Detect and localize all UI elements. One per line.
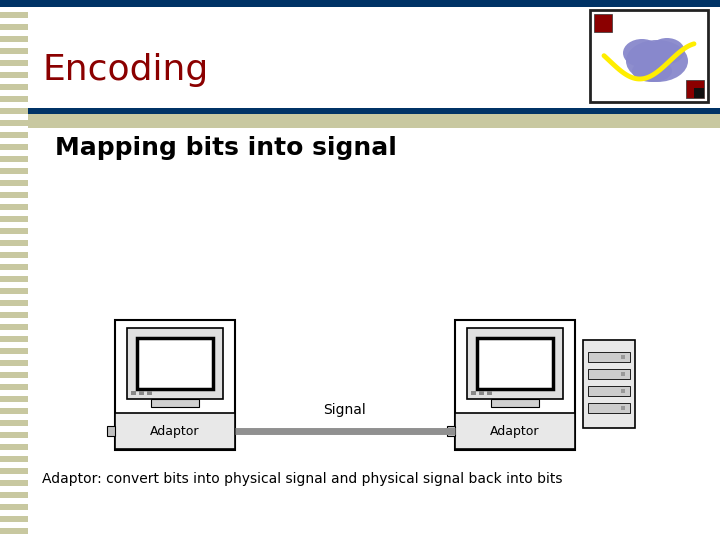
Bar (0, 420, 28, 426)
Bar (594, 14, 612, 32)
Bar (0, 48, 28, 54)
Text: Signal: Signal (323, 403, 366, 417)
Bar (0, 216, 28, 222)
Text: Encoding: Encoding (42, 53, 208, 87)
Bar (0, 288, 28, 294)
Bar (455, 320, 575, 450)
Bar (0, 60, 28, 66)
Bar (0, 36, 28, 42)
Bar (686, 80, 704, 98)
Bar (0, 516, 28, 522)
Bar (0, 96, 28, 102)
Bar (0, 240, 28, 246)
Bar (0, 12, 28, 18)
Bar (0, 156, 28, 162)
Text: Adaptor: Adaptor (490, 424, 540, 437)
Bar (621, 406, 625, 410)
Bar (0, 252, 28, 258)
Bar (0, 396, 28, 402)
Bar (0, 144, 28, 150)
Bar (694, 88, 704, 98)
Bar (151, 399, 199, 407)
Bar (0, 444, 28, 450)
Bar (0, 312, 28, 318)
Bar (590, 10, 708, 102)
Bar (0, 384, 28, 390)
Bar (0, 372, 28, 378)
Bar (621, 355, 625, 359)
Bar (467, 328, 563, 399)
Bar (28, 114, 720, 128)
Bar (0, 192, 28, 198)
Bar (471, 391, 476, 395)
Bar (137, 338, 213, 389)
Bar (479, 391, 484, 395)
Text: Adaptor: convert bits into physical signal and physical signal back into bits: Adaptor: convert bits into physical sign… (42, 472, 562, 486)
Bar (0, 276, 28, 282)
Bar (0, 336, 28, 342)
Bar (28, 108, 720, 114)
Bar (491, 399, 539, 407)
Bar (115, 320, 235, 450)
Bar (0, 72, 28, 78)
Bar (139, 391, 144, 395)
Bar (0, 0, 720, 7)
Bar (0, 264, 28, 270)
Bar (588, 352, 630, 362)
Bar (0, 468, 28, 474)
Bar (127, 328, 223, 399)
Bar (0, 528, 28, 534)
Text: Mapping bits into signal: Mapping bits into signal (55, 136, 397, 160)
Bar (0, 348, 28, 354)
Bar (0, 204, 28, 210)
Bar (588, 369, 630, 379)
Ellipse shape (649, 38, 685, 64)
Bar (0, 324, 28, 330)
Bar (588, 386, 630, 396)
Bar (0, 360, 28, 366)
Bar (0, 84, 28, 90)
Bar (115, 413, 235, 449)
Bar (0, 168, 28, 174)
Ellipse shape (623, 39, 661, 67)
Bar (0, 180, 28, 186)
Ellipse shape (632, 60, 672, 82)
Text: Adaptor: Adaptor (150, 424, 199, 437)
Bar (621, 372, 625, 376)
Bar (0, 108, 28, 114)
Ellipse shape (626, 40, 688, 82)
Bar (147, 391, 152, 395)
Bar (0, 492, 28, 498)
Bar (455, 413, 575, 449)
Bar (0, 132, 28, 138)
Bar (0, 408, 28, 414)
Bar (131, 391, 136, 395)
Bar (477, 338, 553, 389)
Bar (0, 432, 28, 438)
Bar (0, 120, 28, 126)
Bar (621, 389, 625, 393)
Bar (0, 480, 28, 486)
Bar (0, 228, 28, 234)
Bar (0, 24, 28, 30)
Bar (0, 456, 28, 462)
Bar (447, 426, 455, 436)
Bar (0, 300, 28, 306)
Bar (0, 0, 28, 6)
Bar (588, 403, 630, 413)
Bar (0, 504, 28, 510)
Bar (107, 426, 115, 436)
Bar (487, 391, 492, 395)
Bar (583, 340, 635, 428)
